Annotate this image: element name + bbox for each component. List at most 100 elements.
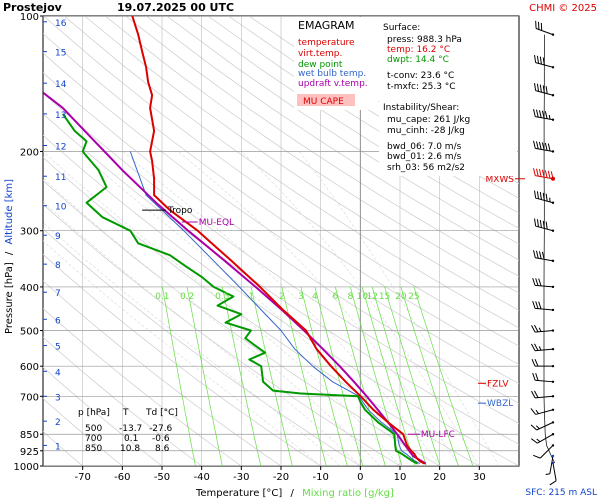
wind-point — [551, 395, 555, 398]
wind-barb — [536, 109, 539, 118]
y-tick-label: 700 — [20, 392, 39, 403]
x-tick-label: -20 — [273, 472, 289, 483]
t-mxfc: t-mxfc: 25.3 °C — [387, 82, 456, 92]
wind-barb — [536, 141, 539, 149]
wind-barb — [534, 55, 537, 63]
table-cell: 850 — [85, 444, 102, 454]
wind-barb — [545, 86, 548, 94]
mixing-ratio-line — [334, 286, 386, 466]
altitude-tick-label: 7 — [55, 289, 61, 299]
mu-cape-swatch — [297, 94, 355, 106]
wind-point — [551, 380, 555, 384]
altitude-tick-label: 15 — [55, 49, 66, 59]
dry-adiabat — [84, 16, 519, 311]
x-axis-title-mixing-ratio: Mixing ratio [g/kg] — [302, 488, 394, 499]
altitude-tick-label: 5 — [55, 343, 61, 353]
legend: EMAGRAM temperature virt.temp. dew point… — [294, 17, 378, 110]
wind-point — [551, 201, 555, 204]
mixing-ratio-line — [413, 286, 474, 466]
wind-barb — [532, 372, 536, 381]
wind-barb — [533, 168, 536, 176]
y-axis-title-pressure: Pressure [hPa] — [4, 262, 15, 334]
wind-barb — [542, 192, 545, 201]
axes: -70 -60 -50 -40 -30 -20 -10 0 10 20 30 100 200 300 400… — [14, 12, 486, 483]
table-header-p: p [hPa] — [78, 408, 110, 418]
table-cell: -27.6 — [149, 424, 173, 434]
wind-barb — [539, 219, 542, 228]
mu_eql-label: MU-EQL — [199, 218, 234, 228]
wind-barb — [530, 424, 538, 431]
altitude-tick-label: 6 — [55, 316, 61, 326]
wind-barb — [536, 168, 539, 177]
info-panel: Surface: press: 988.3 hPa temp: 16.2 °C … — [379, 17, 517, 176]
x-tick-label: -40 — [193, 472, 209, 483]
dry-adiabat — [104, 16, 519, 294]
legend-item-updraft: updraft v.temp. — [298, 79, 368, 89]
surface-temp: temp: 16.2 °C — [387, 45, 450, 55]
wind-barb — [533, 250, 536, 258]
dry-adiabat — [125, 16, 519, 277]
instability-title: Instability/Shear: — [383, 103, 459, 113]
mixing-ratio-label: 0.2 — [180, 292, 194, 302]
wind-barb — [538, 110, 542, 118]
wind-barb — [542, 220, 545, 229]
table-cell: -0.6 — [152, 434, 170, 444]
wind-barb-staff — [549, 455, 554, 474]
wind-point — [551, 259, 555, 263]
sounding-datetime: 19.07.2025 00 UTC — [117, 1, 234, 14]
wet-bulb-temp-line — [129, 151, 421, 465]
mixing-ratio-label: 4 — [312, 292, 318, 302]
mixing-ratio-line — [162, 286, 196, 466]
mixing-ratio-label: 2 — [279, 292, 285, 302]
mixing-ratio-label: 0.1 — [155, 292, 169, 302]
wind-barb-staff — [552, 462, 557, 481]
wind-point — [551, 454, 555, 458]
wind-barb — [534, 324, 539, 333]
moist-adiabat — [43, 201, 361, 466]
wind-barb — [541, 169, 545, 178]
wind-point — [551, 66, 555, 69]
mixing-ratio-line — [281, 286, 327, 466]
legend-item-temperature: temperature — [298, 38, 355, 48]
wind-barb — [535, 373, 539, 381]
wind-barb-half — [535, 409, 539, 414]
altitude-tick-label: 16 — [55, 19, 67, 29]
wind-barb — [536, 83, 540, 92]
y-axis-title: Pressure [hPa] / Altitude [km] — [4, 179, 15, 334]
x-tick-label: -50 — [154, 472, 170, 483]
wind-barb — [534, 190, 537, 199]
wind-point — [551, 364, 555, 368]
wind-barb — [532, 277, 536, 286]
altitude-tick-label: 4 — [55, 368, 61, 378]
wind-point — [551, 444, 555, 447]
updraft-v-temp-line — [43, 91, 427, 465]
wind-barb — [536, 219, 540, 227]
srh-03-value: srh_03: 56 m2/s2 — [387, 163, 465, 173]
y-tick-label: 300 — [20, 227, 39, 238]
wind-point — [551, 229, 555, 232]
wind-barb — [541, 251, 545, 260]
surface-dwpt: dwpt: 14.4 °C — [387, 55, 449, 65]
surface-press: press: 988.3 hPa — [387, 35, 462, 45]
temperature-line — [131, 16, 426, 465]
mu-cape-value: mu_cape: 261 J/kg — [387, 115, 470, 125]
dry-adiabat — [43, 16, 519, 347]
wind-barb-staff — [539, 445, 554, 459]
y-tick-label: 1000 — [14, 462, 39, 473]
x-tick-label: 20 — [433, 472, 446, 483]
legend-item-wet-bulb: wet bulb temp. — [298, 69, 366, 79]
altitude-tick-label: 13 — [55, 111, 66, 121]
altitude-tick-label: 10 — [55, 203, 67, 213]
x-tick-label: 10 — [394, 472, 407, 483]
mixing-ratio-label: 12 — [366, 292, 377, 302]
wind-barb — [534, 390, 539, 398]
mixing-ratio-line — [186, 286, 223, 466]
mu-cape-label: MU CAPE — [303, 97, 344, 107]
wind-point — [551, 461, 555, 465]
dry-adiabat — [207, 16, 519, 214]
altitude-tick-label: 11 — [55, 173, 66, 183]
wind-profile — [530, 20, 557, 486]
mixing-ratio-label: 20 — [395, 292, 407, 302]
wind-barb — [547, 143, 551, 152]
